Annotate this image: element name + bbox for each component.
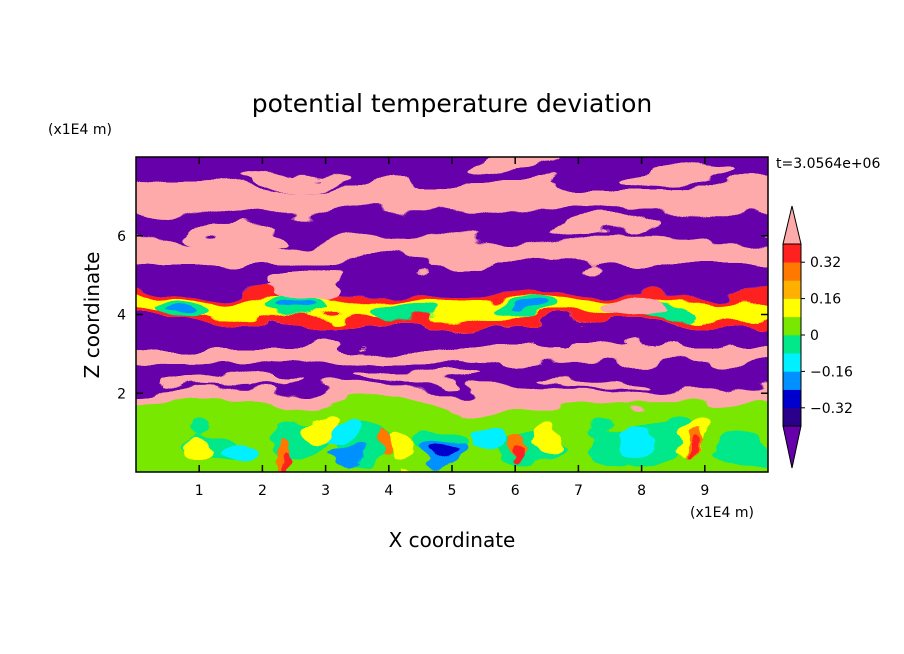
contour-cell xyxy=(373,304,430,325)
contour-cell xyxy=(218,438,257,459)
x-tick-label: 2 xyxy=(258,483,267,499)
contour-band xyxy=(136,239,768,264)
contour-cell xyxy=(385,434,411,471)
contour-band xyxy=(136,344,768,362)
contour-band xyxy=(136,300,768,321)
colorbar-segment xyxy=(783,353,801,372)
y-axis: 2 4 6 xyxy=(117,229,768,402)
y-tick-label: 2 xyxy=(117,386,126,402)
colorbar-bottom-arrow xyxy=(782,425,802,469)
colorbar-segment xyxy=(783,298,801,318)
contour-cell xyxy=(714,430,768,467)
contour-band xyxy=(136,389,768,404)
contour-cell xyxy=(622,164,724,181)
contour-cell xyxy=(275,273,351,301)
contour-cell xyxy=(167,376,294,387)
colorbar-label: 0.16 xyxy=(810,292,841,308)
colorbar-segment xyxy=(783,371,801,390)
colorbar-segment xyxy=(783,407,801,427)
colorbar-segment xyxy=(783,316,801,336)
y-axis-label: Z coordinate xyxy=(80,252,104,379)
contour-cell xyxy=(511,443,519,461)
contour-cell xyxy=(688,443,696,461)
plot-area xyxy=(136,157,768,472)
colorbar-top-arrow xyxy=(782,205,802,245)
contour-cell xyxy=(427,442,464,459)
x-tick-label: 6 xyxy=(511,483,520,499)
contour-cell xyxy=(527,376,655,387)
x-tick-label: 7 xyxy=(574,483,583,499)
x-axis: 1 2 3 4 5 6 7 8 9 xyxy=(195,157,709,499)
x-axis-label: X coordinate xyxy=(389,528,516,552)
contour-cell xyxy=(180,227,282,244)
colorbar-segment xyxy=(783,389,801,409)
contour-cell xyxy=(158,309,190,320)
contour-cell xyxy=(306,410,332,447)
x-tick-label: 3 xyxy=(321,483,330,499)
colorbar-segment xyxy=(783,262,801,281)
chart-title: potential temperature deviation xyxy=(252,89,652,118)
contour-cell xyxy=(603,298,667,323)
contour-band xyxy=(136,326,768,345)
y-tick-label: 4 xyxy=(117,308,126,324)
contour-cell xyxy=(464,157,566,173)
contour-cell xyxy=(376,436,389,465)
x-tick-label: 5 xyxy=(448,483,457,499)
y-tick-label: 6 xyxy=(117,229,126,245)
colorbar-label: −0.32 xyxy=(810,401,853,417)
contour-field xyxy=(136,157,768,472)
contour-cell xyxy=(328,450,361,463)
time-label: t=3.0564e+06 xyxy=(776,156,880,172)
contour-cell xyxy=(369,196,471,213)
colorbar-label: 0 xyxy=(810,328,819,344)
contour-cell xyxy=(283,449,292,467)
contour-cell xyxy=(559,220,661,236)
colorbar-label: −0.16 xyxy=(810,364,853,380)
contour-cell xyxy=(186,430,212,467)
x-tick-label: 8 xyxy=(637,483,646,499)
contour-cell xyxy=(527,422,554,459)
contour-cell xyxy=(278,305,310,316)
x-tick-label: 4 xyxy=(384,483,393,499)
contour-cell xyxy=(357,374,484,385)
colorbar-segment xyxy=(783,244,801,263)
y-unit-label: (x1E4 m) xyxy=(48,122,112,138)
contour-cell xyxy=(452,342,516,366)
x-unit-label: (x1E4 m) xyxy=(690,505,754,521)
colorbar-label: 0.32 xyxy=(810,255,841,271)
colorbar: 0.32 0.16 0 −0.16 −0.32 xyxy=(782,205,853,469)
colorbar-segment xyxy=(783,280,801,299)
x-tick-label: 1 xyxy=(195,483,204,499)
contour-cell xyxy=(243,168,345,185)
colorbar-segment xyxy=(783,335,801,354)
x-tick-label: 9 xyxy=(700,483,709,499)
contour-band xyxy=(136,263,768,295)
contour-cell xyxy=(512,305,544,316)
contour-cell xyxy=(616,426,655,447)
contour-cell xyxy=(470,426,509,447)
